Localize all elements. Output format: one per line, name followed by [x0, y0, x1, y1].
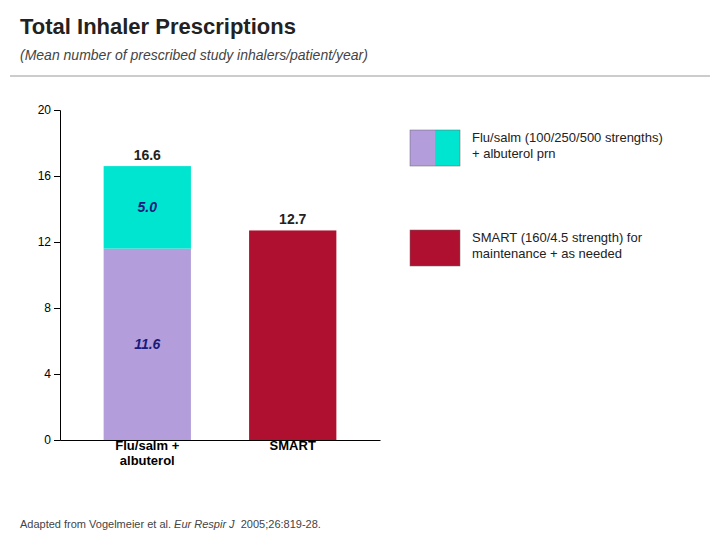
- y-tick-label: 4: [44, 367, 51, 381]
- y-tick: 20: [38, 103, 60, 117]
- y-tick: 12: [38, 235, 60, 249]
- total-label: 16.6: [134, 147, 161, 163]
- bar-segment: [104, 249, 191, 440]
- y-axis: 0 4 8 12 16 20: [38, 103, 61, 447]
- y-tick: 0: [44, 433, 60, 447]
- y-tick-mark: [54, 440, 60, 441]
- y-tick-mark: [54, 176, 60, 177]
- bar-segment: [249, 230, 336, 440]
- legend-swatch: [410, 230, 460, 266]
- legend-item: Flu/salm (100/250/500 strengths)+ albute…: [410, 130, 663, 166]
- y-tick-mark: [54, 308, 60, 309]
- x-tick-label: SMART: [270, 438, 316, 453]
- bars: [104, 166, 337, 440]
- footnote-part: Adapted from Vogelmeier et al.: [20, 518, 174, 530]
- legend-swatch-frame: [410, 130, 460, 166]
- x-tick: Flu/salm +albuterol: [115, 438, 179, 468]
- y-tick-label: 20: [38, 103, 52, 117]
- legend-label: Flu/salm (100/250/500 strengths)+ albute…: [472, 130, 663, 161]
- legend-swatch-frame: [410, 230, 460, 266]
- data-label: 5.0: [138, 199, 158, 215]
- y-tick: 4: [44, 367, 60, 381]
- y-tick: 16: [38, 169, 60, 183]
- y-tick-label: 0: [44, 433, 51, 447]
- subtitle: (Mean number of prescribed study inhaler…: [20, 47, 368, 63]
- footnote-part: 2005;26:819-28.: [235, 518, 321, 530]
- text-line: maintenance + as needed: [472, 246, 622, 261]
- y-tick-label: 12: [38, 235, 52, 249]
- chart: Total Inhaler Prescriptions (Mean number …: [0, 0, 720, 540]
- x-axis: Flu/salm +albuterol SMART: [61, 438, 381, 468]
- y-tick-label: 16: [38, 169, 52, 183]
- x-axis-line: [61, 440, 381, 441]
- text-line: Flu/salm (100/250/500 strengths): [472, 130, 663, 145]
- title: Total Inhaler Prescriptions: [20, 14, 296, 39]
- separator: [10, 76, 710, 77]
- y-axis-line: [54, 111, 61, 441]
- text-line: Flu/salm +: [115, 438, 179, 453]
- x-tick-label: Flu/salm +albuterol: [115, 438, 179, 468]
- text-line: + albuterol prn: [472, 146, 555, 161]
- y-tick-mark: [54, 242, 60, 243]
- text-line: SMART: [270, 438, 316, 453]
- legend-swatch: [410, 130, 435, 166]
- text-line: albuterol: [120, 453, 175, 468]
- legend-item: SMART (160/4.5 strength) formaintenance …: [410, 230, 643, 266]
- x-tick: SMART: [270, 438, 316, 453]
- legend-swatch: [435, 130, 460, 166]
- footnote-part: Eur Respir J: [174, 518, 235, 530]
- footnote: Adapted from Vogelmeier et al. Eur Respi…: [20, 518, 321, 530]
- y-tick-mark: [54, 374, 60, 375]
- data-label: 12.7: [279, 211, 306, 227]
- data-labels: 11.6 5.0 12.7 16.6: [134, 147, 307, 352]
- bar-segment: [104, 166, 191, 249]
- y-tick: 8: [44, 301, 60, 315]
- text-line: SMART (160/4.5 strength) for: [472, 230, 643, 245]
- y-tick-label: 8: [44, 301, 51, 315]
- y-tick-mark: [54, 110, 60, 111]
- legend: Flu/salm (100/250/500 strengths)+ albute…: [410, 130, 663, 266]
- legend-label: SMART (160/4.5 strength) formaintenance …: [472, 230, 643, 261]
- data-label: 11.6: [134, 336, 160, 352]
